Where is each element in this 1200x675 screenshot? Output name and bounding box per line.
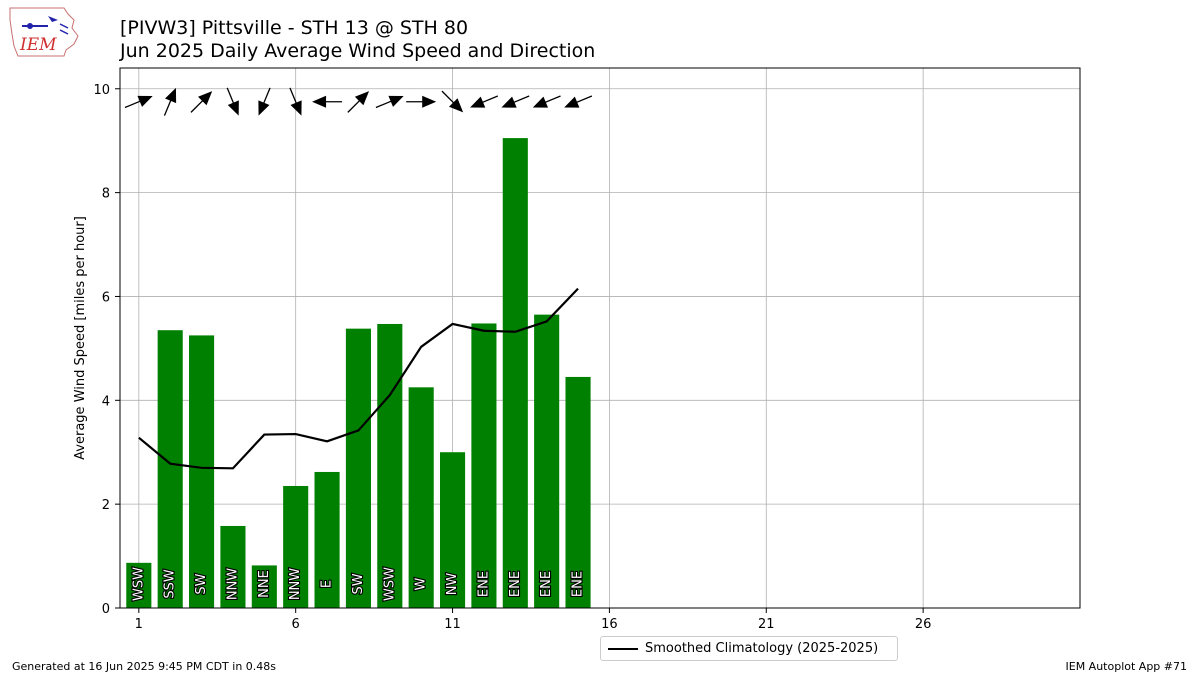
bar-day-15	[565, 376, 591, 608]
direction-arrow-day-11	[441, 90, 464, 113]
app-credit: IEM Autoplot App #71	[1065, 660, 1188, 673]
grid	[120, 68, 1080, 609]
direction-label-day-12: ENE	[476, 571, 491, 597]
chart-title: [PIVW3] Pittsville - STH 13 @ STH 80	[120, 17, 469, 39]
direction-arrow-day-5	[258, 87, 271, 116]
direction-arrow-day-14	[532, 95, 561, 108]
legend: Smoothed Climatology (2025-2025)	[600, 636, 898, 661]
direction-arrow-day-3	[190, 91, 213, 113]
bars	[126, 138, 591, 608]
bar-day-11	[440, 452, 466, 608]
bar-day-2	[157, 330, 183, 608]
direction-arrows	[124, 87, 593, 116]
x-tick-label: 1	[135, 617, 143, 632]
y-axis-label: Average Wind Speed [miles per hour]	[73, 216, 88, 460]
bar-day-13	[502, 138, 528, 608]
direction-arrow-day-9	[375, 95, 404, 109]
direction-arrow-day-1	[124, 95, 153, 109]
direction-arrow-day-6	[289, 87, 302, 116]
x-tick-label: 6	[292, 617, 300, 632]
direction-label-day-13: ENE	[508, 571, 523, 597]
direction-label-day-14: ENE	[539, 571, 554, 597]
bar-day-10	[408, 387, 434, 608]
direction-label-day-2: SSW	[163, 569, 178, 599]
chart-subtitle: Jun 2025 Daily Average Wind Speed and Di…	[120, 40, 596, 62]
bar-day-7	[314, 471, 340, 608]
x-tick-label: 11	[444, 617, 461, 632]
bar-day-6	[283, 485, 309, 608]
direction-label-day-6: NNW	[288, 568, 303, 600]
direction-label-day-9: WSW	[382, 567, 397, 601]
bar-day-14	[534, 314, 560, 608]
direction-label-day-10: W	[414, 577, 429, 590]
direction-label-day-7: E	[320, 580, 335, 588]
direction-label-day-8: SW	[351, 573, 366, 594]
legend-label: Smoothed Climatology (2025-2025)	[645, 641, 879, 656]
direction-arrow-day-15	[564, 95, 593, 108]
x-tick-label: 16	[601, 617, 618, 632]
direction-arrow-day-8	[347, 91, 370, 113]
direction-labels: WSW SSW SW NNW NNE NNW E SW WSW W NW ENE ENE ENE ENE	[130, 566, 586, 602]
bar-day-12	[471, 323, 497, 608]
x-tick-label: 21	[758, 617, 775, 632]
direction-arrow-day-4	[226, 87, 239, 116]
legend-line-swatch	[608, 648, 638, 650]
direction-label-day-5: NNE	[257, 570, 272, 598]
generated-timestamp: Generated at 16 Jun 2025 9:45 PM CDT in …	[12, 660, 277, 673]
direction-label-day-11: NW	[445, 573, 460, 596]
climatology-line	[138, 287, 579, 470]
direction-arrow-day-7	[312, 95, 343, 108]
y-tick-label: 6	[102, 290, 110, 305]
x-tick-label: 26	[915, 617, 932, 632]
direction-label-day-1: WSW	[131, 567, 146, 601]
direction-label-day-4: NNW	[225, 568, 240, 600]
y-tick-label: 2	[102, 498, 110, 513]
y-tick-label: 10	[93, 83, 110, 98]
direction-arrow-day-13	[501, 95, 530, 108]
direction-label-day-15: ENE	[571, 571, 586, 597]
climatology-line-group	[138, 287, 579, 470]
bar-day-5	[251, 565, 277, 608]
bar-day-3	[189, 335, 215, 608]
iem-logo: IEM	[9, 7, 79, 57]
plot-frame	[119, 67, 1081, 609]
y-tick-label: 8	[102, 187, 110, 202]
direction-label-day-3: SW	[194, 573, 209, 594]
direction-arrow-day-10	[406, 95, 437, 108]
y-tick-label: 0	[102, 602, 110, 617]
bar-day-1	[126, 562, 152, 608]
logo-text: IEM	[19, 35, 57, 55]
y-tick-label: 4	[102, 394, 110, 409]
bar-day-9	[377, 323, 403, 608]
bar-day-8	[345, 328, 371, 608]
direction-arrow-day-12	[470, 95, 499, 108]
direction-arrow-day-2	[163, 87, 177, 116]
bar-day-4	[220, 525, 246, 608]
